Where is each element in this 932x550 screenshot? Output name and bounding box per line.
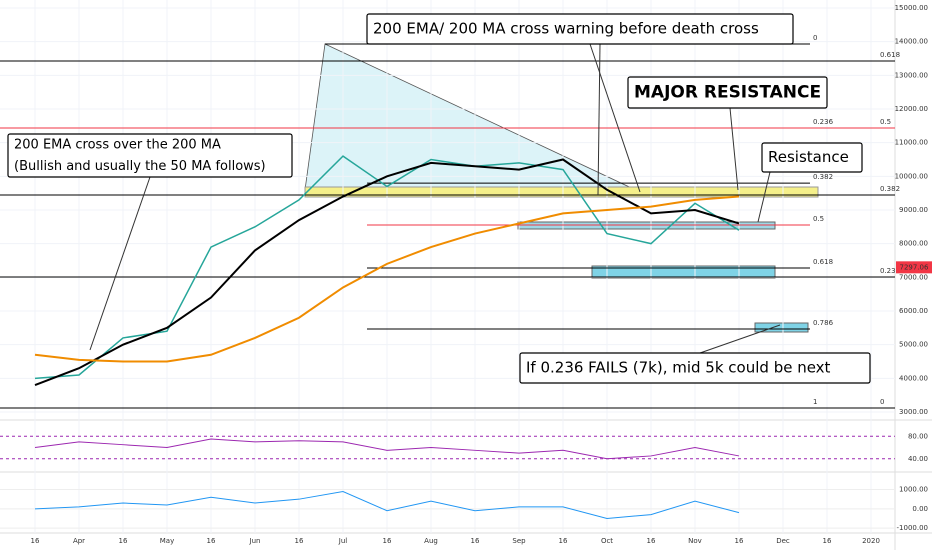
annotation-text: 200 EMA/ 200 MA cross warning before dea… (373, 20, 759, 38)
x-tick-label: 16 (559, 537, 568, 545)
resistance-zone (304, 186, 819, 198)
x-tick-label: Jul (338, 537, 348, 545)
macd-tick-label: 0.00 (912, 505, 928, 513)
y-tick-label: 11000.00 (895, 139, 928, 147)
x-tick-label: Nov (688, 537, 702, 545)
y-tick-label: 4000.00 (899, 374, 928, 382)
x-tick-label: 16 (207, 537, 216, 545)
rsi-line (34, 438, 740, 460)
x-tick-label: Oct (601, 537, 613, 545)
x-tick-label: Apr (73, 537, 85, 545)
callout-line (729, 107, 739, 191)
rsi-tick-label: 40.00 (908, 455, 928, 463)
level-label: 0.5 (880, 118, 891, 126)
y-tick-label: 14000.00 (895, 38, 928, 46)
last-price-box (896, 261, 932, 274)
x-tick-label: Jun (249, 537, 261, 545)
x-tick-label: 16 (647, 537, 656, 545)
level-label: 0.618 (813, 258, 833, 266)
x-tick-label: 16 (383, 537, 392, 545)
callout-line (597, 43, 601, 196)
macd-tick-label: 1000.00 (899, 486, 928, 494)
y-tick-label: 15000.00 (895, 4, 928, 12)
level-label: 0.236 (880, 267, 901, 275)
level-label: 0 (880, 398, 884, 406)
callout-line (699, 324, 781, 354)
level-label: 1 (813, 398, 817, 406)
x-tick-label: 2020 (862, 537, 880, 545)
level-label: 0.236 (813, 118, 834, 126)
annotation-box (366, 13, 794, 45)
target-zone (754, 322, 809, 333)
macd-tick-label: -1000.00 (897, 524, 928, 532)
level-label: 0.382 (880, 185, 900, 193)
annotation-box (7, 133, 293, 178)
annotation-text: If 0.236 FAILS (7k), mid 5k could be nex… (526, 359, 831, 377)
annotation-box (519, 352, 871, 384)
level-label: 0.786 (813, 319, 834, 327)
y-tick-label: 13000.00 (895, 71, 928, 79)
x-tick-label: Aug (424, 537, 438, 545)
x-tick-label: Dec (776, 537, 790, 545)
y-tick-label: 10000.00 (895, 172, 928, 180)
x-tick-label: 16 (823, 537, 832, 545)
x-tick-label: 16 (735, 537, 744, 545)
series-line (34, 195, 740, 363)
y-tick-label: 5000.00 (899, 341, 928, 349)
callout-line (589, 43, 641, 193)
annotation-box (627, 76, 828, 109)
x-tick-label: 16 (471, 537, 480, 545)
y-tick-label: 9000.00 (899, 206, 928, 214)
x-tick-label: May (160, 537, 174, 545)
y-tick-label: 6000.00 (899, 307, 928, 315)
macd-line (34, 490, 740, 519)
resistance-zone (517, 221, 776, 230)
level-label: 0.382 (813, 173, 833, 181)
callout-line (89, 176, 151, 351)
support-zone (591, 265, 776, 279)
y-tick-label: 7000.00 (899, 273, 928, 281)
x-tick-label: 16 (119, 537, 128, 545)
annotation-text: Resistance (768, 148, 849, 166)
last-price-label: 7297.06 (900, 263, 929, 271)
y-tick-label: 8000.00 (899, 240, 928, 248)
rsi-tick-label: 80.00 (908, 432, 928, 440)
x-tick-label: Sep (512, 537, 526, 545)
level-label: 0.618 (880, 51, 900, 59)
x-tick-label: 16 (295, 537, 304, 545)
callout-line (757, 171, 771, 223)
x-tick-label: 16 (31, 537, 40, 545)
annotation-text: (Bullish and usually the 50 MA follows) (14, 159, 266, 174)
annotation-box (761, 142, 863, 173)
level-label: 0 (813, 34, 817, 42)
annotation-text: MAJOR RESISTANCE (634, 83, 821, 103)
annotation-text: 200 EMA cross over the 200 MA (14, 137, 221, 152)
y-tick-label: 12000.00 (895, 105, 928, 113)
series-line (34, 158, 740, 387)
level-label: 0.5 (813, 215, 824, 223)
y-tick-label: 3000.00 (899, 408, 928, 416)
